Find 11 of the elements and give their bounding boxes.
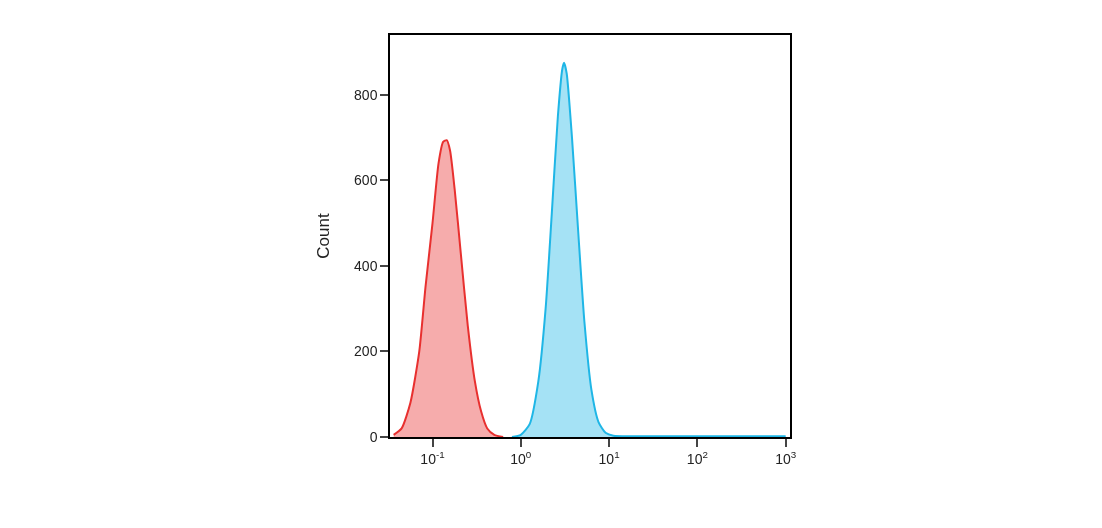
y-tick-label: 0	[369, 428, 378, 445]
y-tick-label: 600	[354, 172, 378, 189]
y-tick-label: 200	[354, 343, 378, 360]
y-tick-label: 800	[354, 86, 378, 103]
x-tick-label: 10$^{1}$	[598, 448, 620, 467]
x-tick-label: 10$^{-1}$	[420, 448, 445, 467]
x-tick-label: 10$^{3}$	[775, 448, 797, 467]
y-axis-title: Count	[314, 213, 334, 259]
x-tick-label: 10$^{0}$	[510, 448, 532, 467]
x-tick-label: 10$^{2}$	[686, 448, 708, 467]
y-tick-label: 400	[354, 257, 378, 274]
